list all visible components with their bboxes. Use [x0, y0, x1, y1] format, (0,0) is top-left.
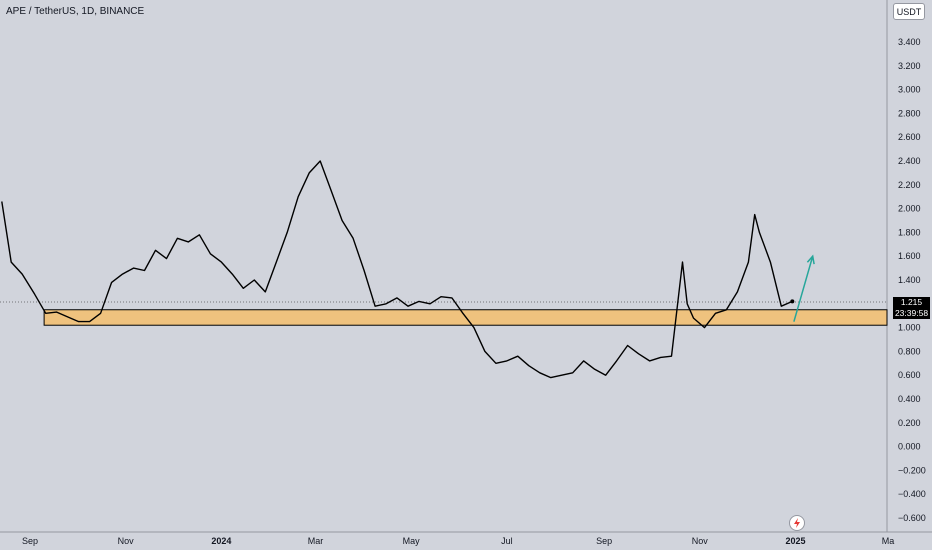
y-tick-label: −0.200	[898, 465, 926, 475]
current-price-badge: 1.215 23:39:58	[893, 297, 930, 319]
price-series-line[interactable]	[1, 160, 793, 379]
x-tick-label: Nov	[118, 536, 135, 546]
y-tick-label: 2.600	[898, 132, 921, 142]
y-tick-label: 3.200	[898, 61, 921, 71]
last-price-dot	[790, 299, 795, 304]
lightning-glyph	[794, 518, 800, 528]
y-tick-label: 0.200	[898, 418, 921, 428]
currency-button[interactable]: USDT	[893, 3, 925, 20]
y-tick-label: 0.400	[898, 394, 921, 404]
lightning-icon[interactable]	[789, 515, 805, 531]
trend-arrow-head	[806, 254, 815, 265]
y-tick-label: 1.600	[898, 251, 921, 261]
y-tick-label: −0.600	[898, 513, 926, 523]
x-tick-label: May	[403, 536, 421, 546]
x-tick-label: Nov	[692, 536, 709, 546]
trend-arrow[interactable]	[793, 255, 814, 322]
x-tick-label: 2025	[785, 536, 805, 546]
x-tick-label: Sep	[22, 536, 38, 546]
x-tick-label: Mar	[308, 536, 324, 546]
y-tick-label: 1.800	[898, 227, 921, 237]
y-tick-label: 0.000	[898, 442, 921, 452]
y-tick-label: 2.400	[898, 156, 921, 166]
chart-title: APE / TetherUS, 1D, BINANCE	[6, 6, 145, 17]
y-tick-label: 3.400	[898, 37, 921, 47]
x-tick-label: Sep	[596, 536, 612, 546]
x-tick-label: 2024	[211, 536, 231, 546]
bar-countdown: 23:39:58	[894, 308, 929, 318]
y-tick-label: 2.800	[898, 108, 921, 118]
y-tick-label: −0.400	[898, 489, 926, 499]
current-price-value: 1.215	[900, 297, 923, 307]
x-tick-label: Jul	[501, 536, 513, 546]
y-tick-label: 2.000	[898, 204, 921, 214]
y-tick-label: 0.800	[898, 346, 921, 356]
x-tick-label: Ma	[882, 536, 895, 546]
y-tick-label: 1.400	[898, 275, 921, 285]
y-tick-label: 1.000	[898, 323, 921, 333]
y-tick-label: 3.000	[898, 85, 921, 95]
y-tick-label: 2.200	[898, 180, 921, 190]
y-tick-label: 0.600	[898, 370, 921, 380]
